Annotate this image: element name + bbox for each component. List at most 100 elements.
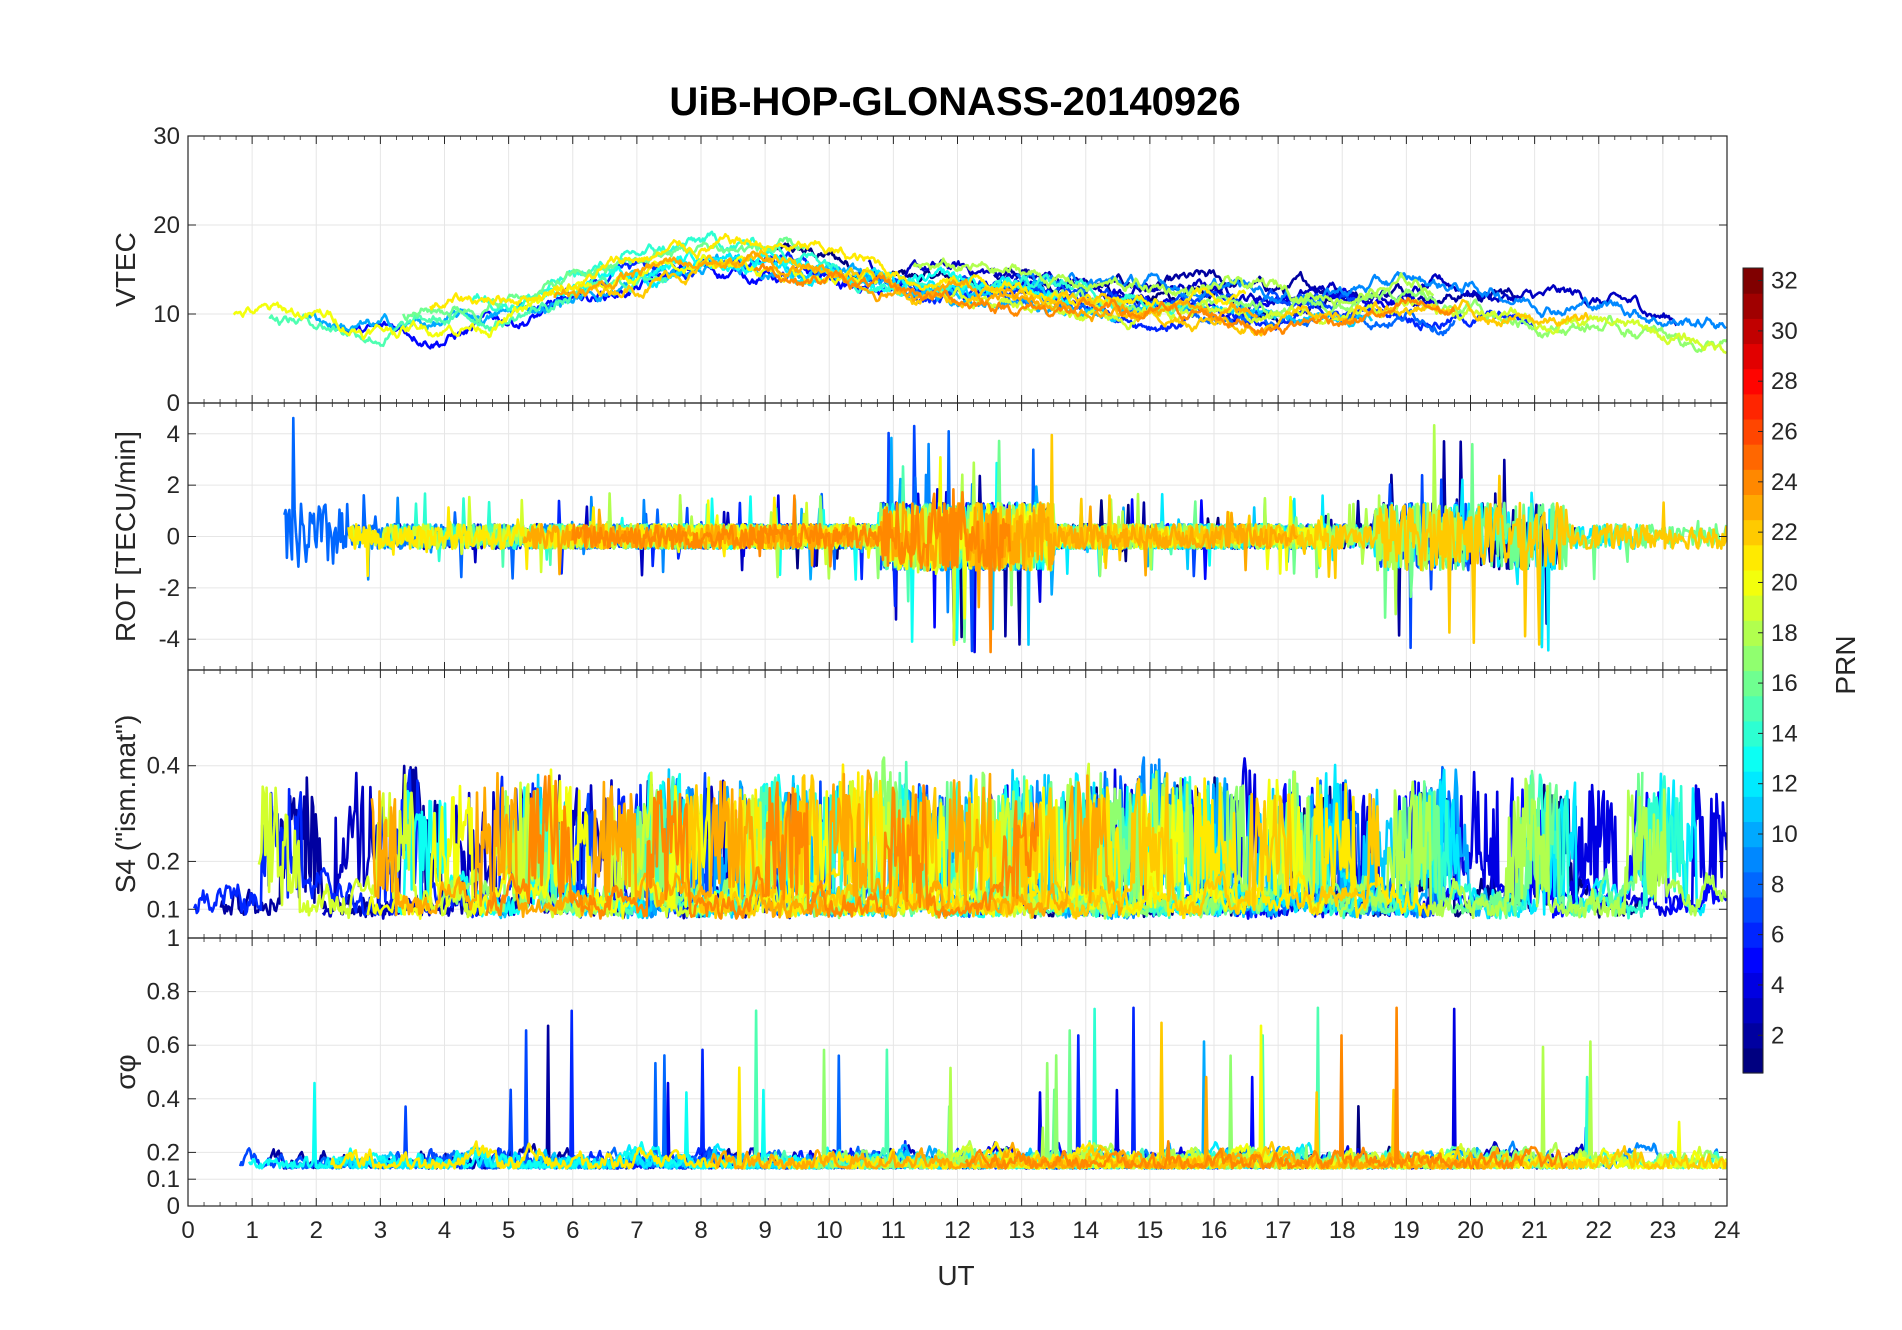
- series-line-prn-22: [684, 772, 1380, 920]
- x-tick-label: 10: [816, 1217, 843, 1244]
- series-line-prn-24: [964, 1006, 1568, 1170]
- series-line-prn-23: [709, 1075, 1500, 1170]
- series-group: [238, 1006, 1727, 1170]
- x-axis-label: UT: [937, 1260, 974, 1291]
- y-axis-label: σφ: [110, 1054, 141, 1089]
- y-tick-label: 0.1: [147, 896, 180, 923]
- colorbar-segment: [1743, 947, 1763, 973]
- colorbar-tick-label: 20: [1771, 569, 1798, 596]
- x-tick-label: 13: [1008, 1217, 1035, 1244]
- panel-rot: -4 -2 0 2 4 ROT [TECU/min]: [110, 402, 1728, 671]
- colorbar-segment: [1743, 544, 1763, 571]
- x-tick-label: 24: [1714, 1217, 1741, 1244]
- colorbar-segment: [1743, 343, 1763, 370]
- panel-s4: 0.1 0.2 0.4S4 ("ism.mat"): [110, 669, 1728, 939]
- y-tick-label: 0: [167, 1193, 180, 1220]
- colorbar-tick-label: 12: [1771, 771, 1798, 798]
- series-group: [232, 230, 1727, 355]
- y-tick-label: 10: [153, 301, 180, 328]
- colorbar-segment: [1743, 796, 1763, 823]
- y-tick-label: 0: [167, 524, 180, 551]
- series-line-prn-19: [257, 762, 1097, 920]
- colorbar-segment: [1743, 997, 1763, 1024]
- series-line-prn-16: [401, 236, 806, 323]
- x-tick-label: 17: [1265, 1217, 1292, 1244]
- x-tick-label: 21: [1521, 1217, 1548, 1244]
- colorbar-segment: [1743, 695, 1763, 722]
- colorbar-segment: [1743, 519, 1763, 546]
- colorbar-segment: [1743, 720, 1763, 747]
- series-line-prn-19: [939, 286, 1727, 355]
- colorbar-segment: [1743, 393, 1763, 420]
- series-line-prn-15: [268, 273, 668, 348]
- series-group: [192, 756, 1727, 921]
- x-tick-label: 16: [1201, 1217, 1228, 1244]
- x-tick-label: 19: [1393, 1217, 1420, 1244]
- y-tick-label: 0.2: [147, 848, 180, 875]
- colorbar-tick-label: 14: [1771, 720, 1798, 747]
- colorbar-segment: [1743, 821, 1763, 848]
- colorbar-segment: [1743, 268, 1763, 294]
- x-tick-label: 5: [502, 1217, 515, 1244]
- colorbar-segment: [1743, 670, 1763, 697]
- series-group: [283, 416, 1727, 654]
- x-tick-label: 15: [1137, 1217, 1164, 1244]
- x-tick-label: 12: [944, 1217, 971, 1244]
- series-line-prn-18: [1065, 770, 1727, 920]
- x-tick-label: 20: [1457, 1217, 1484, 1244]
- colorbar-frame: [1742, 267, 1764, 1074]
- y-tick-label: 4: [167, 421, 180, 448]
- colorbar-segment: [1743, 745, 1763, 772]
- x-tick-label: 22: [1585, 1217, 1612, 1244]
- colorbar-segment: [1743, 1022, 1763, 1049]
- colorbar-segment: [1743, 469, 1763, 496]
- colorbar-tick-label: 10: [1771, 821, 1798, 848]
- x-tick-label: 11: [881, 1217, 906, 1244]
- colorbar-label: PRN: [1830, 635, 1861, 694]
- x-tick-label: 1: [245, 1217, 258, 1244]
- colorbar-segment: [1743, 922, 1763, 948]
- series-line-prn-24: [485, 774, 1040, 920]
- colorbar-segment: [1743, 896, 1763, 923]
- colorbar-tick-label: 8: [1771, 871, 1784, 898]
- colorbar-segment: [1743, 368, 1763, 395]
- colorbar-tick-label: 30: [1771, 318, 1798, 345]
- figure-title: UiB-HOP-GLONASS-20140926: [669, 80, 1240, 124]
- colorbar-segment: [1743, 595, 1763, 621]
- colorbar-tick-label: 28: [1771, 368, 1798, 395]
- y-tick-label: 0: [167, 390, 180, 417]
- series-line-prn-23: [370, 769, 1124, 919]
- colorbar-segment: [1743, 972, 1763, 999]
- colorbar-tick-label: 6: [1771, 922, 1784, 949]
- colorbar-segment: [1743, 871, 1763, 898]
- x-tick-label: 23: [1650, 1217, 1677, 1244]
- x-tick-label: 2: [310, 1217, 323, 1244]
- x-tick-label: 0: [181, 1217, 194, 1244]
- colorbar-segment: [1743, 444, 1763, 470]
- y-tick-label: 30: [153, 123, 180, 150]
- x-tick-label: 7: [630, 1217, 643, 1244]
- y-tick-label: 0.4: [147, 753, 180, 780]
- colorbar-tick-label: 2: [1771, 1022, 1784, 1049]
- colorbar-segment: [1743, 318, 1763, 345]
- colorbar-tick-label: 32: [1771, 268, 1798, 295]
- panel-vtec: 0 10 20 30 VTEC: [110, 123, 1728, 417]
- colorbar-segment: [1743, 293, 1763, 319]
- y-tick-label: 0.8: [147, 979, 180, 1006]
- colorbar-tick-label: 16: [1771, 670, 1798, 697]
- colorbar-segment: [1743, 645, 1763, 672]
- y-tick-label: 2: [167, 472, 180, 499]
- series-line-prn-24: [571, 487, 1012, 654]
- y-tick-label: -4: [159, 626, 180, 653]
- y-tick-label: 0.6: [147, 1032, 180, 1059]
- series-line-prn-14: [470, 230, 1189, 316]
- colorbar-segment: [1743, 1047, 1763, 1074]
- x-tick-label: 9: [758, 1217, 771, 1244]
- x-tick-label: 6: [566, 1217, 579, 1244]
- y-axis-label: ROT [TECU/min]: [110, 431, 141, 642]
- colorbar-tick-label: 26: [1771, 419, 1798, 446]
- colorbar-segment: [1743, 418, 1763, 445]
- y-tick-label: 0.1: [147, 1166, 180, 1193]
